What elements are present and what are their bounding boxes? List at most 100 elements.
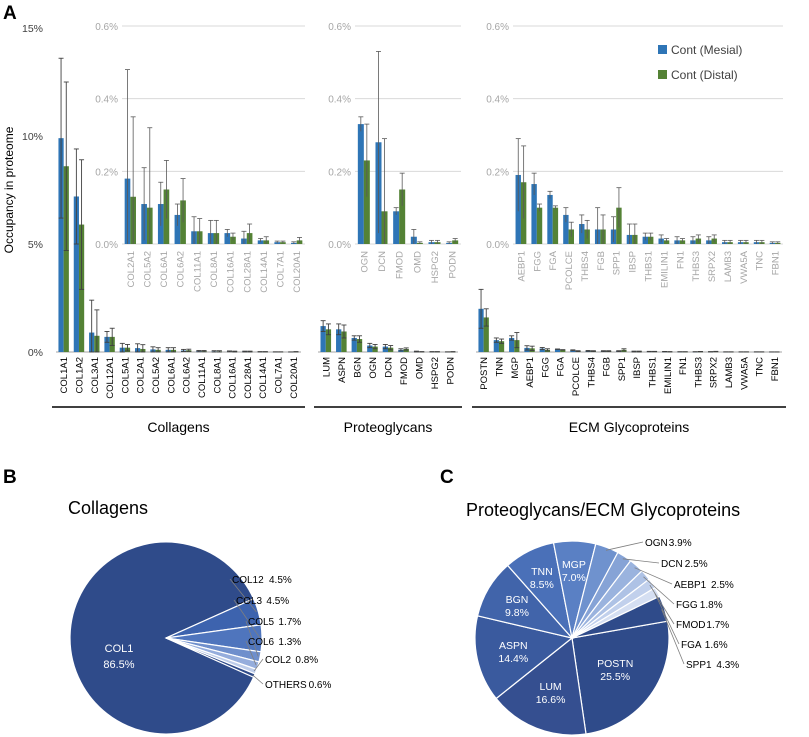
x-tick-label: PODN [446,357,457,385]
callout-line [622,558,660,564]
inset-y-tick-label: 0.0% [95,240,118,251]
slice-label: LUM [540,681,562,693]
x-tick-label: IBSP [632,357,643,379]
group-label: ECM Glycoproteins [569,419,690,435]
x-tick-label: COL2A1 [136,357,147,393]
bar-mesial [336,329,342,352]
panel-a: A 0% 5% 10% 15% Occupancy in proteome COL1A1 CO… [2,3,786,435]
x-tick-label: COL14A1 [258,357,269,399]
legend-swatch-distal [658,70,667,79]
group-label: Proteoglycans [344,419,433,435]
slice-label: BGN [506,594,529,606]
callout-line [229,578,257,613]
callout-line [661,609,685,665]
group-label: Collagens [147,419,209,435]
y-tick-label: 15% [22,23,43,35]
x-tick-label: EMILIN1 [663,357,674,394]
x-tick-label: COL5A2 [151,357,162,393]
legend-label-mesial: Cont (Mesial) [671,43,742,57]
inset-bar-mesial [257,240,264,244]
x-tick-label: COL20A1 [289,357,300,399]
inset-y-tick-label: 0.2% [328,167,351,178]
chart-title: Collagens [68,498,148,518]
slice-value: 86.5% [103,659,134,671]
x-tick-label: COL5A1 [120,357,131,393]
y-tick-label: 10% [22,131,43,143]
slice-label: COL12 [232,575,264,586]
slice-label: DCN [661,559,683,570]
slice-value: 4.5% [266,596,289,607]
slice-value: 2.5% [685,559,708,570]
y-axis-label: Occupancy in proteome [2,126,16,253]
y-tick-label: 5% [28,239,43,251]
inset-x-tick-label: COL16A1 [226,251,237,293]
slice-label: COL1 [105,643,134,655]
bar-mesial [320,326,326,352]
inset-x-tick-label: DCN [377,251,388,272]
slice-label: FGG [676,600,698,611]
slice-value: 3.9% [669,538,692,549]
x-tick-label: DCN [384,357,395,378]
inset-x-tick-label: PODN [448,251,459,279]
x-tick-label: AEBP1 [525,357,536,388]
x-tick-label: SRPX2 [709,357,720,388]
inset-x-tick-label: FGA [548,250,559,270]
bar-mesial [493,340,499,352]
inset-x-tick-label: FN1 [675,251,686,269]
inset-bar-mesial [563,214,569,244]
slice-label: FMOD [676,620,705,631]
x-tick-label: FGA [556,356,567,376]
x-tick-label: FN1 [678,357,689,375]
bar-mesial [104,336,110,352]
pie-b [69,541,263,735]
slice-value: 1.3% [278,637,301,648]
slice-value: 0.8% [295,655,318,666]
x-tick-label: COL8A1 [212,357,223,393]
slice-label: POSTN [597,658,633,670]
slice-label: MGP [562,559,586,571]
x-tick-label: COL16A1 [228,357,239,399]
inset-x-tick-label: COL6A1 [159,251,170,287]
slice-label: SPP1 [686,660,712,671]
inset-x-tick-label: SPP1 [612,251,623,275]
inset-x-tick-label: HSPG2 [430,251,441,283]
callout-line [253,658,264,672]
callout-line [649,584,675,625]
slice-label: OGN [645,538,668,549]
slice-value: 7.0% [562,572,586,584]
inset-x-tick-label: COL14A1 [259,251,270,293]
bar-distal [341,331,347,352]
inset-x-tick-label: SRPX2 [707,251,718,282]
inset-x-tick-label: PCOLCE [564,251,575,290]
slice-value: 0.6% [309,680,332,691]
x-tick-label: HSPG2 [430,357,441,389]
inset-x-tick-label: THBS4 [580,251,591,282]
callout-line [233,599,261,639]
slice-value: 4.3% [716,660,739,671]
panel-letter: B [3,467,17,488]
inset-x-tick-label: VWA5A [739,250,750,284]
bar-mesial [478,308,484,352]
inset-bar-mesial [393,211,400,244]
inset-y-tick-label: 0.2% [486,167,509,178]
slice-value: 8.5% [530,579,554,591]
x-tick-label: FBN1 [770,357,781,381]
pie-slice [165,637,256,679]
inset-bar-distal [536,207,543,244]
inset-y-tick-label: 0.0% [486,240,509,251]
pie-slice [571,620,670,735]
inset-x-tick-label: LAMB3 [723,251,734,282]
inset-y-tick-label: 0.6% [328,22,351,33]
bar-distal [483,317,489,352]
x-tick-label: COL1A2 [75,357,86,393]
inset-y-tick-label: 0.4% [328,95,351,106]
callout-line [252,674,264,685]
inset-bar-distal [363,160,370,244]
inset-bar-mesial [547,194,553,244]
bar-distal [372,346,378,352]
pie-slice [474,615,574,700]
x-tick-label: COL28A1 [243,357,254,399]
x-tick-label: THBS3 [693,357,704,388]
panel-letter: A [3,3,17,24]
